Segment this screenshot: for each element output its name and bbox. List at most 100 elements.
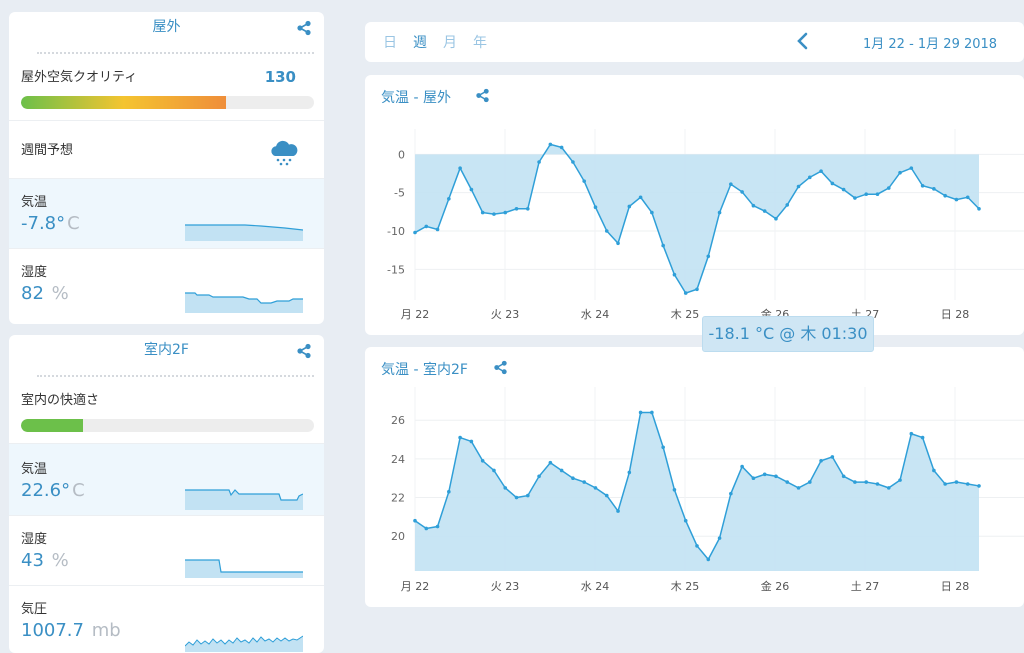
data-point [571,160,575,164]
y-tick-label: 24 [391,453,405,466]
data-point [841,187,846,192]
data-point [435,524,440,529]
indoor-temp-chart[interactable]: 26 24 22 20 月 22 火 23 水 24 木 25 金 26 土 27 日 28 [365,347,1024,607]
data-point [706,254,711,259]
data-point [717,210,722,215]
forecast-section[interactable]: 週間予想 [9,120,324,178]
data-point [762,209,767,213]
data-point [898,478,902,482]
indoor-title: 室内2F [144,342,189,358]
x-tick-label: 木 25 [671,308,700,321]
data-point [774,216,778,221]
data-point [469,439,474,444]
data-point [627,204,632,209]
chart-tooltip: -18.1 °C @ 木 01:30 [702,316,874,352]
data-point [582,179,586,183]
x-tick-label: 土 27 [851,580,880,593]
tab-3[interactable]: 年 [473,35,487,51]
data-point [909,166,914,170]
outdoor-humidity-unit: % [51,283,69,304]
tab-1[interactable]: 週 [413,35,427,51]
indoor-temp-number: 22.6° [21,480,71,501]
outdoor-temp-label: 気温 [21,195,48,210]
range-bar: 日週月年 1月 22 - 1月 29 2018 [365,22,1024,62]
data-point [593,205,598,210]
y-tick-label: 20 [391,530,405,543]
aqi-label: 屋外空気クオリティ [21,70,138,85]
data-point [604,229,609,233]
data-point [492,468,496,473]
outdoor-header: 屋外 [9,12,324,48]
outdoor-humidity-section[interactable]: 湿度 82 % [9,248,324,324]
indoor-header: 室内2F [9,335,324,371]
chevron-left-icon[interactable] [795,31,811,51]
data-point [740,464,744,469]
outdoor-card: 屋外 屋外空気クオリティ 130 週間予想 気温 -7.8° C 湿度 82 % [9,12,324,324]
tab-0[interactable]: 日 [383,35,397,51]
data-point [537,474,541,479]
indoor-pressure-section[interactable]: 気圧 1007.7 mb [9,585,324,653]
outdoor-temp-unit: C [67,213,80,234]
indoor-temp-value: 22.6° C [21,480,85,501]
forecast-label: 週間予想 [21,143,74,158]
y-tick-label: 26 [391,414,405,427]
indoor-humidity-label: 湿度 [21,532,48,547]
data-point [751,476,756,480]
share-icon[interactable] [493,360,508,375]
data-point [886,186,891,190]
data-point [729,182,733,187]
data-point [875,192,880,196]
data-point [864,192,868,196]
indoor-humidity-sparkline [185,559,303,578]
data-point [604,493,609,498]
outdoor-title: 屋外 [152,19,181,35]
data-point [492,212,496,216]
indoor-humidity-section[interactable]: 湿度 43 % [9,515,324,585]
data-point [559,468,564,473]
x-tick-label: 木 25 [671,580,700,593]
data-point [808,175,812,180]
indoor-pressure-sparkline [185,635,303,652]
data-point [853,480,857,484]
y-tick-label: 0 [398,148,405,161]
share-icon[interactable] [296,343,312,359]
data-point [593,486,598,490]
data-point [706,557,711,562]
outdoor-chart-card: 気温 - 屋外 0 -5 -10 -15 月 22 火 23 水 24 木 25 金 26 土 2… [365,75,1024,335]
data-point [695,544,699,548]
tab-2[interactable]: 月 [443,35,457,51]
data-point [932,187,936,191]
y-tick-label: -5 [394,187,405,200]
data-point [616,509,620,513]
data-point [830,455,835,459]
share-icon[interactable] [296,20,312,36]
data-point [943,482,947,486]
indoor-temp-section[interactable]: 気温 22.6° C [9,443,324,515]
comfort-label: 室内の快適さ [21,393,100,408]
y-tick-label: -15 [387,263,405,276]
data-point [650,410,654,415]
indoor-humidity-unit: % [51,550,69,571]
data-point [650,210,654,215]
data-point [458,166,462,170]
data-point [785,480,790,484]
data-point [819,169,823,173]
outdoor-humidity-number: 82 [21,283,44,304]
outdoor-humidity-value: 82 % [21,283,69,304]
data-point [898,170,902,175]
indoor-temp-unit: C [72,480,85,501]
outdoor-temp-chart[interactable]: 0-5-10-15月 22 火 23 水 24 木 25 金 26 土 27 日 28 [365,75,1024,335]
data-point [830,181,835,186]
comfort-bar [21,419,314,432]
share-icon[interactable] [475,88,490,103]
indoor-pressure-unit: mb [91,620,121,641]
x-tick-label: 水 24 [581,308,610,321]
outdoor-temp-sparkline [185,224,303,241]
series-area [415,144,979,294]
data-point [435,227,440,232]
indoor-pressure-label: 気圧 [21,602,48,617]
data-point [582,480,586,484]
indoor-pressure-value: 1007.7 mb [21,620,121,641]
data-point [514,206,519,211]
outdoor-temp-section[interactable]: 気温 -7.8° C [9,178,324,248]
